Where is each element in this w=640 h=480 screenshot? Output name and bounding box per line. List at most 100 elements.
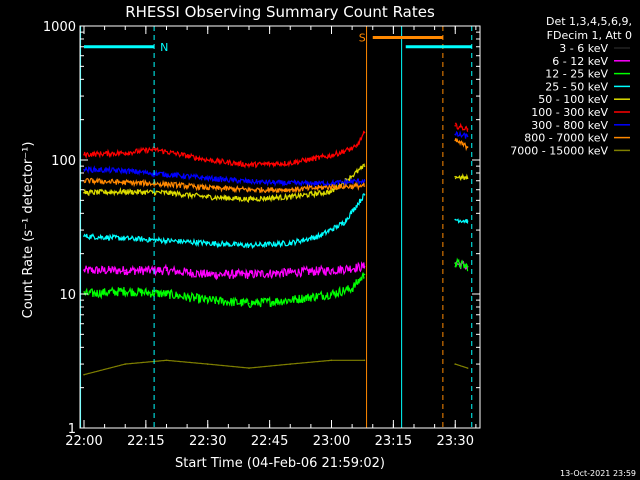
data-point bbox=[124, 290, 126, 293]
data-point bbox=[83, 153, 85, 156]
data-point bbox=[165, 359, 168, 362]
x-tick-label: 23:15 bbox=[375, 434, 412, 449]
series-12-25-kev bbox=[83, 257, 469, 308]
y-tick-label: 1000 bbox=[43, 20, 76, 35]
data-point bbox=[330, 190, 333, 193]
series-line bbox=[83, 374, 365, 406]
series-line bbox=[83, 177, 366, 194]
data-point bbox=[165, 293, 168, 295]
series-7000-15000-kev bbox=[83, 359, 469, 376]
data-point bbox=[466, 177, 469, 180]
series-line bbox=[454, 130, 469, 139]
y-tick-label: 100 bbox=[51, 154, 76, 169]
data-point bbox=[363, 373, 366, 376]
data-point bbox=[165, 173, 168, 176]
data-point bbox=[206, 363, 209, 365]
data-point bbox=[124, 381, 126, 383]
data-point bbox=[289, 196, 292, 198]
data-point bbox=[289, 299, 292, 301]
data-point bbox=[363, 265, 366, 268]
data-point bbox=[343, 222, 345, 224]
data-point bbox=[330, 373, 333, 376]
data-point bbox=[289, 271, 292, 274]
data-point bbox=[248, 403, 250, 406]
legend: Det 1,3,4,5,6,9, FDecim 1, Att 0 3 - 6 k… bbox=[510, 15, 632, 157]
data-point bbox=[206, 242, 209, 244]
legend-label: 7000 - 15000 keV bbox=[510, 144, 608, 157]
x-tick-label: 23:30 bbox=[437, 434, 474, 449]
series-line bbox=[83, 130, 365, 169]
data-point bbox=[206, 159, 209, 161]
data-point bbox=[289, 363, 292, 365]
data-point bbox=[289, 242, 292, 244]
legend-label: 800 - 7000 keV bbox=[524, 132, 608, 145]
data-point bbox=[330, 269, 333, 272]
data-point bbox=[165, 269, 168, 272]
series-line bbox=[83, 359, 365, 376]
data-point bbox=[124, 152, 126, 154]
series-line bbox=[454, 122, 469, 132]
data-point bbox=[248, 273, 250, 276]
data-point bbox=[454, 262, 457, 264]
data-point bbox=[248, 198, 250, 200]
legend-label: 12 - 25 keV bbox=[545, 68, 608, 81]
series-line bbox=[454, 218, 469, 224]
data-point bbox=[466, 128, 469, 130]
plot-frame bbox=[79, 25, 481, 429]
data-point bbox=[351, 287, 353, 290]
series-line bbox=[454, 257, 469, 272]
data-point bbox=[289, 386, 292, 389]
data-point bbox=[248, 302, 250, 305]
series-line bbox=[83, 163, 366, 203]
data-point bbox=[466, 135, 469, 138]
legend-label: 300 - 800 keV bbox=[531, 119, 608, 132]
data-point bbox=[363, 185, 366, 187]
series-3-6-kev bbox=[83, 373, 469, 406]
series-line bbox=[83, 193, 365, 250]
data-point bbox=[248, 244, 250, 247]
x-axis-label: Start Time (04-Feb-06 21:59:02) bbox=[175, 456, 385, 471]
x-tick-label: 23:00 bbox=[313, 434, 350, 449]
x-tick-label: 22:00 bbox=[65, 434, 102, 449]
footer-date: 13-Oct-2021 23:59 bbox=[560, 469, 636, 478]
legend-header-line-1: Det 1,3,4,5,6,9, bbox=[546, 15, 632, 28]
data-point bbox=[330, 359, 333, 362]
data-point bbox=[363, 165, 366, 167]
legend-label: 100 - 300 keV bbox=[531, 106, 608, 119]
series-300-800-kev bbox=[83, 130, 469, 188]
data-point bbox=[466, 367, 469, 369]
series-line bbox=[83, 165, 366, 188]
series-50-100-kev bbox=[83, 163, 469, 203]
data-point bbox=[248, 367, 250, 369]
data-point bbox=[206, 273, 209, 276]
data-point bbox=[330, 154, 333, 157]
data-point bbox=[330, 186, 333, 188]
data-point bbox=[83, 191, 85, 194]
data-point bbox=[124, 269, 126, 272]
data-point bbox=[206, 187, 209, 189]
data-point bbox=[355, 146, 358, 148]
series-line bbox=[83, 272, 365, 308]
series-line bbox=[455, 374, 468, 381]
y-tick-label: 10 bbox=[59, 288, 76, 303]
data-point bbox=[363, 131, 366, 134]
data-point bbox=[248, 164, 250, 166]
legend-label: 6 - 12 keV bbox=[552, 55, 608, 68]
data-point bbox=[206, 393, 209, 395]
data-point bbox=[330, 182, 333, 185]
legend-label: 3 - 6 keV bbox=[559, 42, 608, 55]
data-point bbox=[124, 190, 126, 193]
data-point bbox=[363, 194, 366, 196]
legend-label: 25 - 50 keV bbox=[545, 80, 608, 93]
x-tick-label: 22:15 bbox=[127, 434, 164, 449]
data-point bbox=[83, 373, 85, 376]
data-point bbox=[454, 175, 457, 178]
data-point bbox=[454, 139, 457, 142]
data-point bbox=[206, 299, 209, 301]
data-point bbox=[466, 265, 469, 268]
series-line bbox=[455, 363, 468, 369]
data-point bbox=[124, 363, 126, 365]
data-point bbox=[466, 146, 469, 148]
